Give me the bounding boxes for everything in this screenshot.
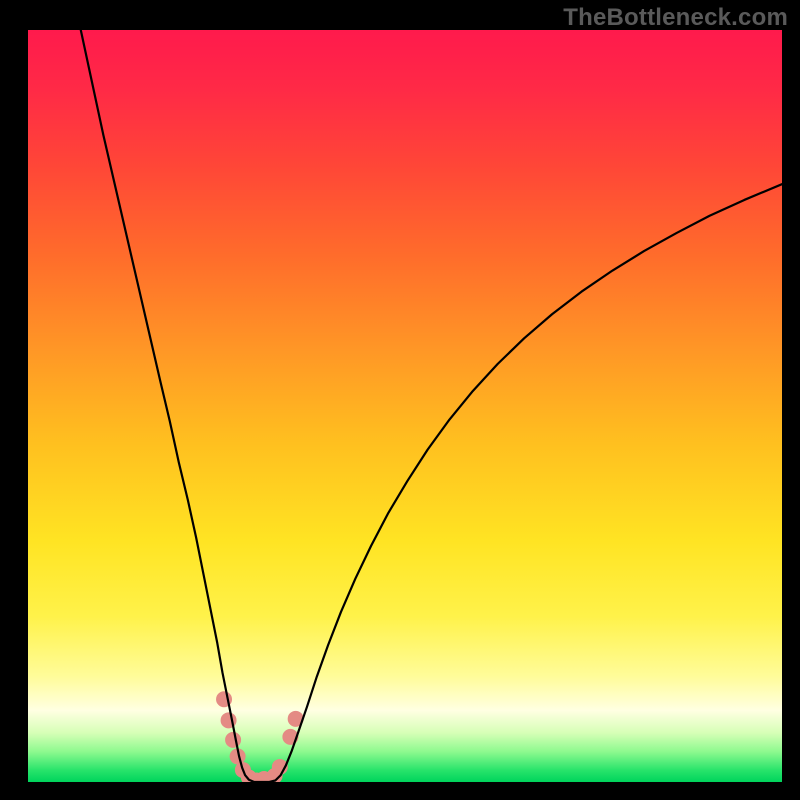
plot-background xyxy=(28,30,782,782)
chart-frame: TheBottleneck.com xyxy=(0,0,800,800)
chart-svg xyxy=(28,30,782,782)
watermark-text: TheBottleneck.com xyxy=(563,4,788,32)
plot-area xyxy=(28,30,782,782)
highlight-dot xyxy=(226,732,241,747)
